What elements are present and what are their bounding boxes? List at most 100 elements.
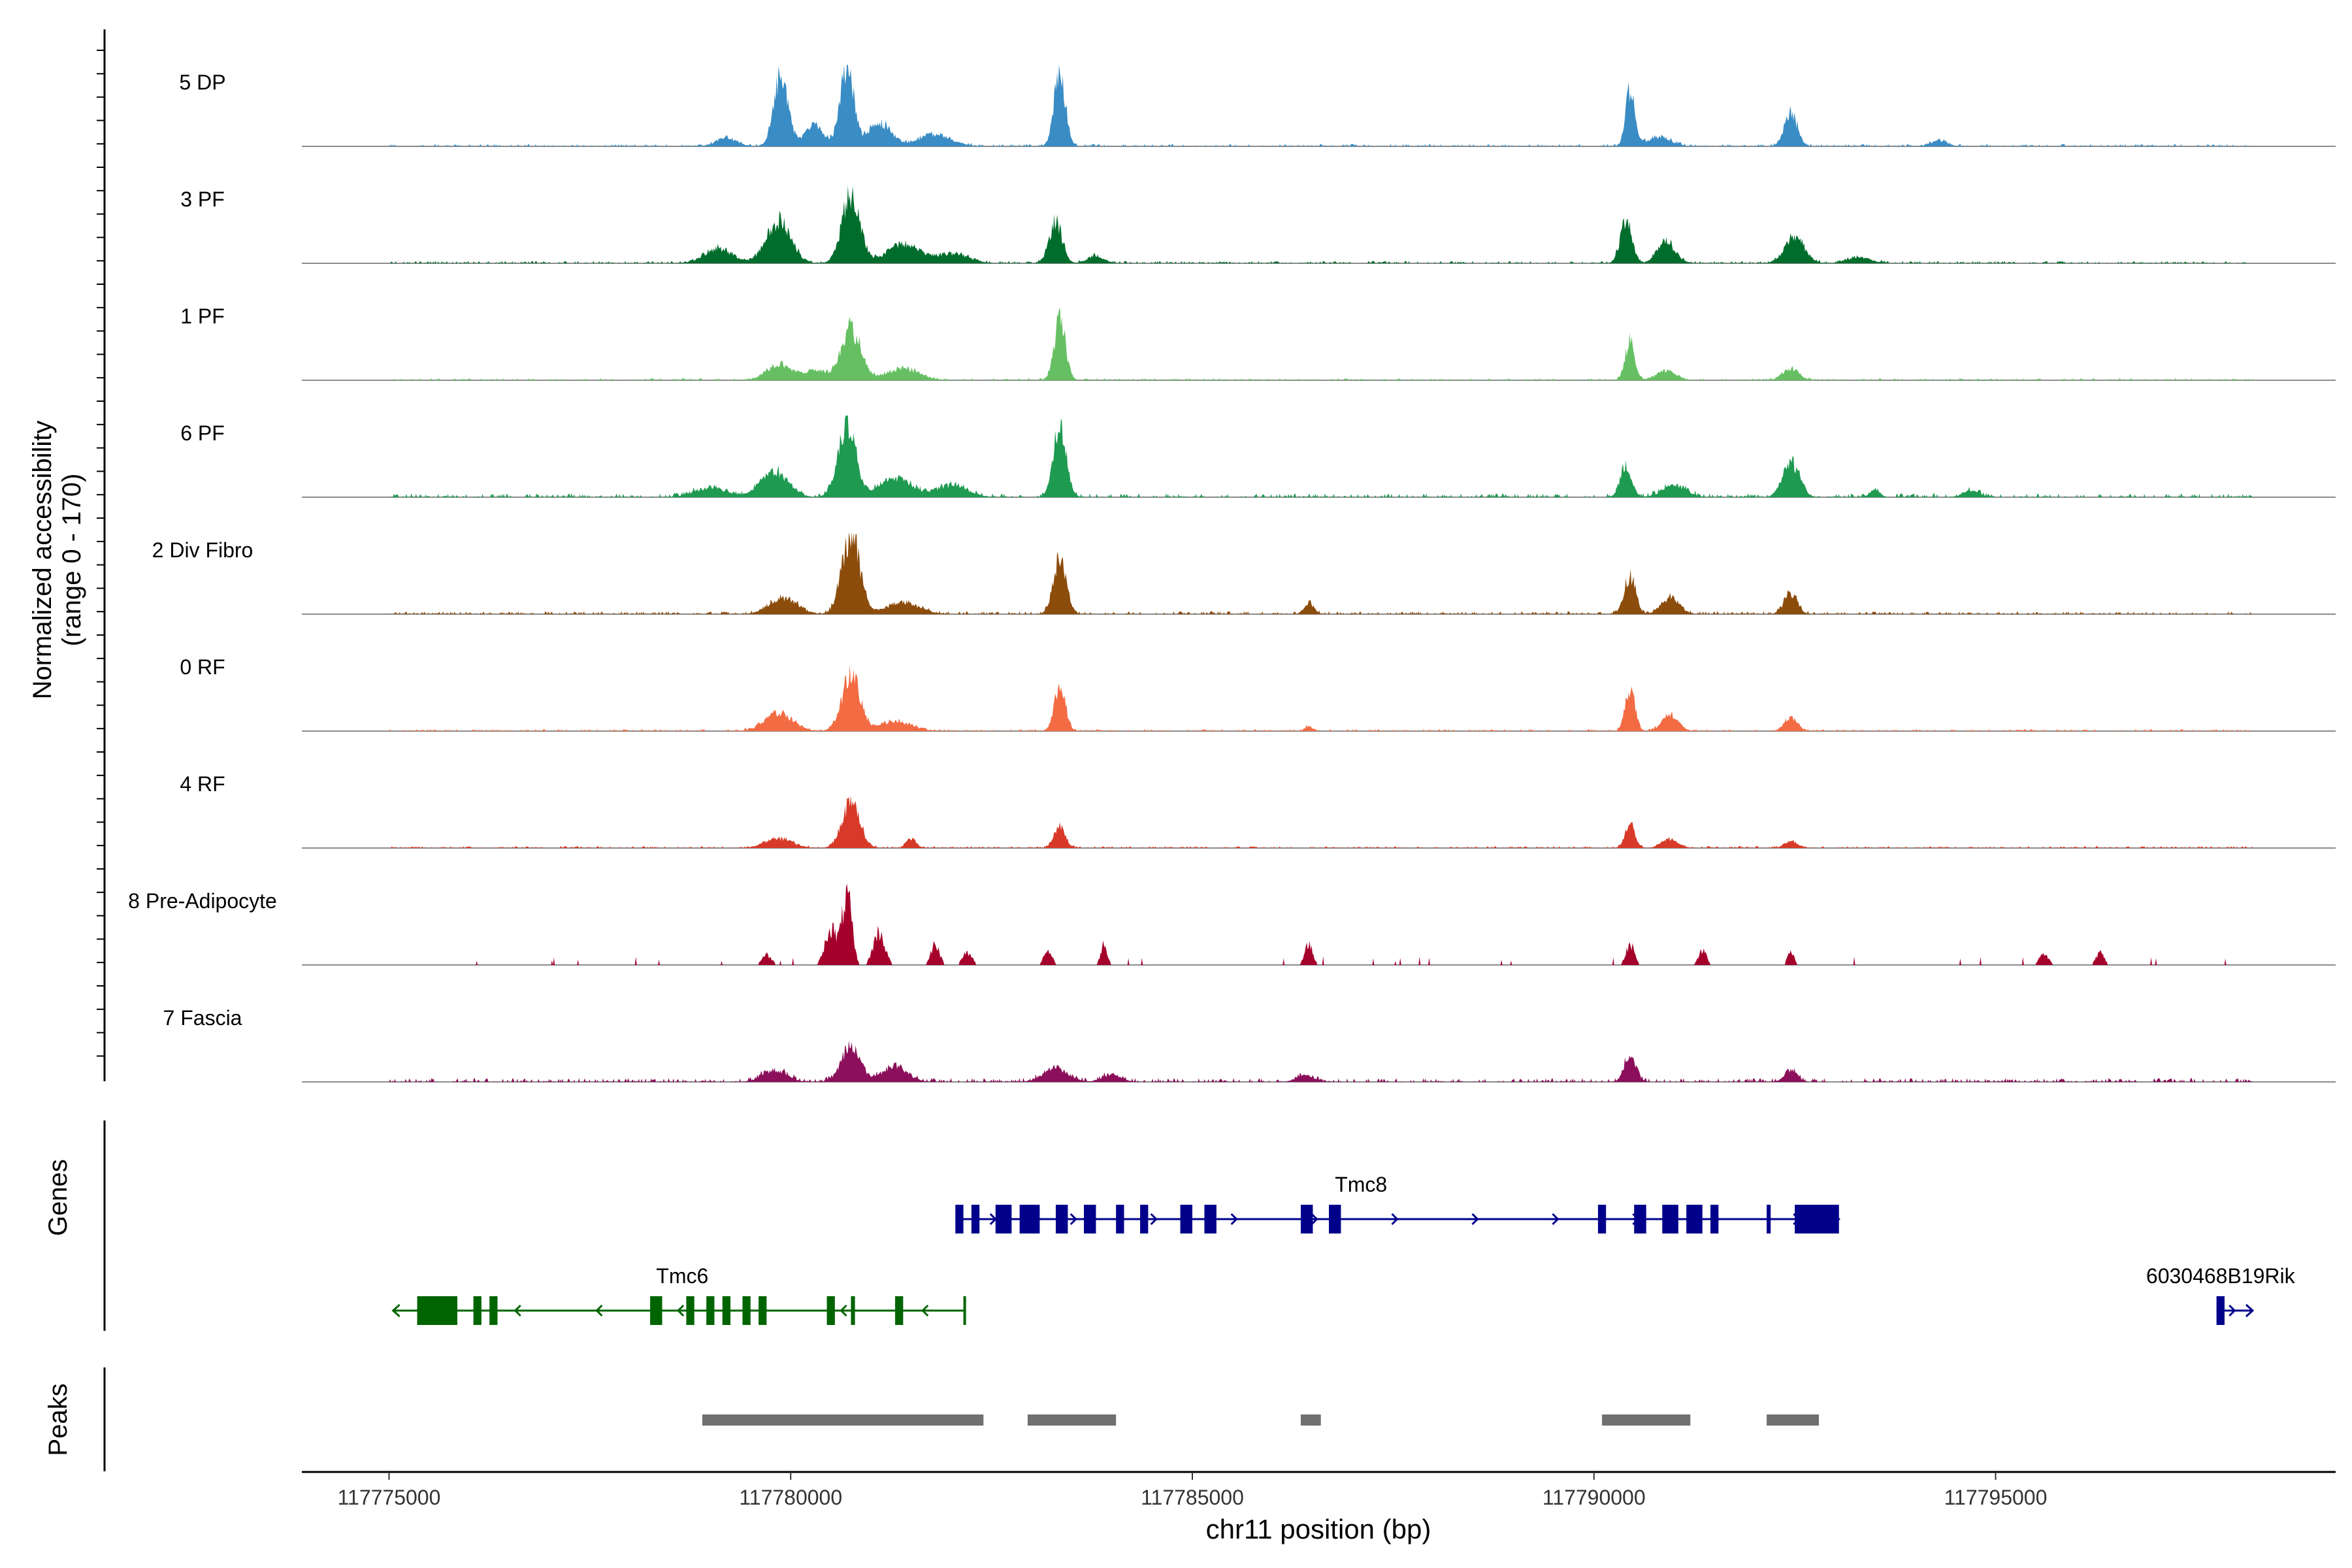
gene-exon [1795, 1205, 1839, 1233]
gene-exon [1116, 1205, 1124, 1233]
gene-6030468b19rik: 6030468B19Rik [2146, 1264, 2296, 1325]
gene-exon [995, 1205, 1012, 1233]
track-signal-area [389, 664, 2253, 731]
gene-exon [826, 1296, 835, 1325]
x-axis-title: chr11 position (bp) [1206, 1514, 1431, 1544]
gene-exon [1180, 1205, 1192, 1233]
peak-region-bar [1027, 1414, 1117, 1426]
gene-exon [650, 1296, 662, 1325]
track-7-fascia: 7 Fascia [163, 1006, 2336, 1083]
track-signal-area [389, 1040, 2253, 1082]
gene-exon [759, 1296, 767, 1325]
y-axis-title-line1: Normalized accessibility [28, 421, 57, 700]
strand-arrow [676, 1304, 685, 1317]
gene-exon [1662, 1205, 1678, 1233]
strand-arrow [1311, 1213, 1318, 1226]
gene-exon [1686, 1205, 1703, 1233]
track-label: 8 Pre-Adipocyte [128, 889, 277, 913]
strand-arrow [989, 1213, 997, 1226]
gene-models: Tmc8 Tmc6 6030468B19Rik [391, 1173, 2296, 1325]
strand-arrow [1070, 1213, 1077, 1226]
strand-arrow-end [2245, 1303, 2255, 1318]
track-label: 1 PF [180, 304, 225, 328]
x-tick-label: 117790000 [1543, 1486, 1646, 1509]
gene-exon [1204, 1205, 1217, 1233]
gene-exon [686, 1296, 694, 1325]
x-tick-label: 117795000 [1944, 1486, 2048, 1509]
gene-exon [1710, 1205, 1719, 1233]
gene-exon [1767, 1205, 1771, 1233]
gene-exon [489, 1296, 498, 1325]
track-label: 6 PF [180, 421, 225, 445]
gene-exon [706, 1296, 715, 1325]
track-4-rf: 4 RF [180, 772, 2336, 849]
track-6-pf: 6 PF [180, 416, 2336, 498]
gene-label: 6030468B19Rik [2146, 1264, 2296, 1288]
gene-exon [1300, 1205, 1313, 1233]
track-label: 0 RF [180, 655, 225, 679]
gene-exon [1140, 1205, 1149, 1233]
strand-arrow [1391, 1213, 1399, 1226]
strand-arrow [1230, 1213, 1238, 1226]
gene-tmc8: Tmc8 [955, 1173, 1840, 1233]
strand-arrow [1552, 1213, 1560, 1226]
gene-exon [963, 1296, 966, 1325]
gene-exon [1597, 1205, 1607, 1233]
gene-exon [473, 1296, 482, 1325]
track-signal-area [389, 185, 2253, 263]
gene-label: Tmc8 [1335, 1173, 1387, 1196]
track-label: 7 Fascia [163, 1006, 242, 1030]
gene-exon [1329, 1205, 1341, 1233]
strand-arrow [595, 1304, 603, 1317]
strand-arrow-end [391, 1303, 400, 1318]
gene-exon [895, 1296, 904, 1325]
gene-tmc6: Tmc6 [391, 1264, 966, 1325]
gene-exon [1055, 1205, 1068, 1233]
x-axis-ticks: 117775000 117780000 117785000 117790000 1177… [338, 1472, 2048, 1509]
coverage-y-ticks [97, 50, 105, 1057]
strand-arrow [840, 1304, 847, 1317]
track-signal-area [389, 65, 2253, 146]
track-3-pf: 3 PF [180, 185, 2336, 264]
track-signal-area [389, 532, 2253, 614]
gene-exon [417, 1296, 458, 1325]
track-label: 4 RF [180, 772, 225, 796]
gene-exon [955, 1205, 964, 1233]
gene-exon [1019, 1205, 1040, 1233]
track-signal-area [389, 308, 2253, 380]
genes-panel-label: Genes [44, 1159, 73, 1236]
track-signal-area [389, 416, 2253, 497]
coverage-tracks: 5 DP 3 PF 1 PF 6 PF 2 Div Fibro 0 RF 4 RF 8 Pre… [128, 65, 2336, 1083]
x-tick-label: 117785000 [1141, 1486, 1244, 1509]
gene-exon [2216, 1296, 2225, 1325]
track-signal-area [389, 795, 2253, 848]
y-axis-title-line2: (range 0 - 170) [57, 474, 86, 647]
strand-arrow [514, 1304, 521, 1317]
track-2-div-fibro: 2 Div Fibro [152, 532, 2336, 615]
x-tick-label: 117780000 [739, 1486, 842, 1509]
gene-exon [722, 1296, 731, 1325]
strand-arrow [1471, 1213, 1479, 1226]
gene-exon [1634, 1205, 1646, 1233]
track-label: 5 DP [179, 71, 225, 94]
track-label: 2 Div Fibro [152, 538, 253, 562]
track-8-pre-adipocyte: 8 Pre-Adipocyte [128, 883, 2336, 966]
gene-exon [742, 1296, 751, 1325]
strand-arrow [2229, 1304, 2236, 1317]
track-0-rf: 0 RF [180, 655, 2336, 732]
gene-exon [1084, 1205, 1096, 1233]
strand-arrow [921, 1304, 929, 1317]
peak-region-bar [1300, 1414, 1321, 1426]
peak-regions [702, 1414, 1820, 1426]
x-tick-label: 117775000 [338, 1486, 441, 1509]
gene-label: Tmc6 [656, 1264, 708, 1288]
peaks-panel-label: Peaks [44, 1383, 73, 1456]
track-label: 3 PF [180, 188, 225, 211]
peak-region-bar [702, 1414, 984, 1426]
peak-region-bar [1767, 1414, 1820, 1426]
strand-arrow [1150, 1213, 1158, 1226]
track-5-dp: 5 DP [179, 65, 2336, 147]
gene-exon [851, 1296, 855, 1325]
peak-region-bar [1602, 1414, 1691, 1426]
